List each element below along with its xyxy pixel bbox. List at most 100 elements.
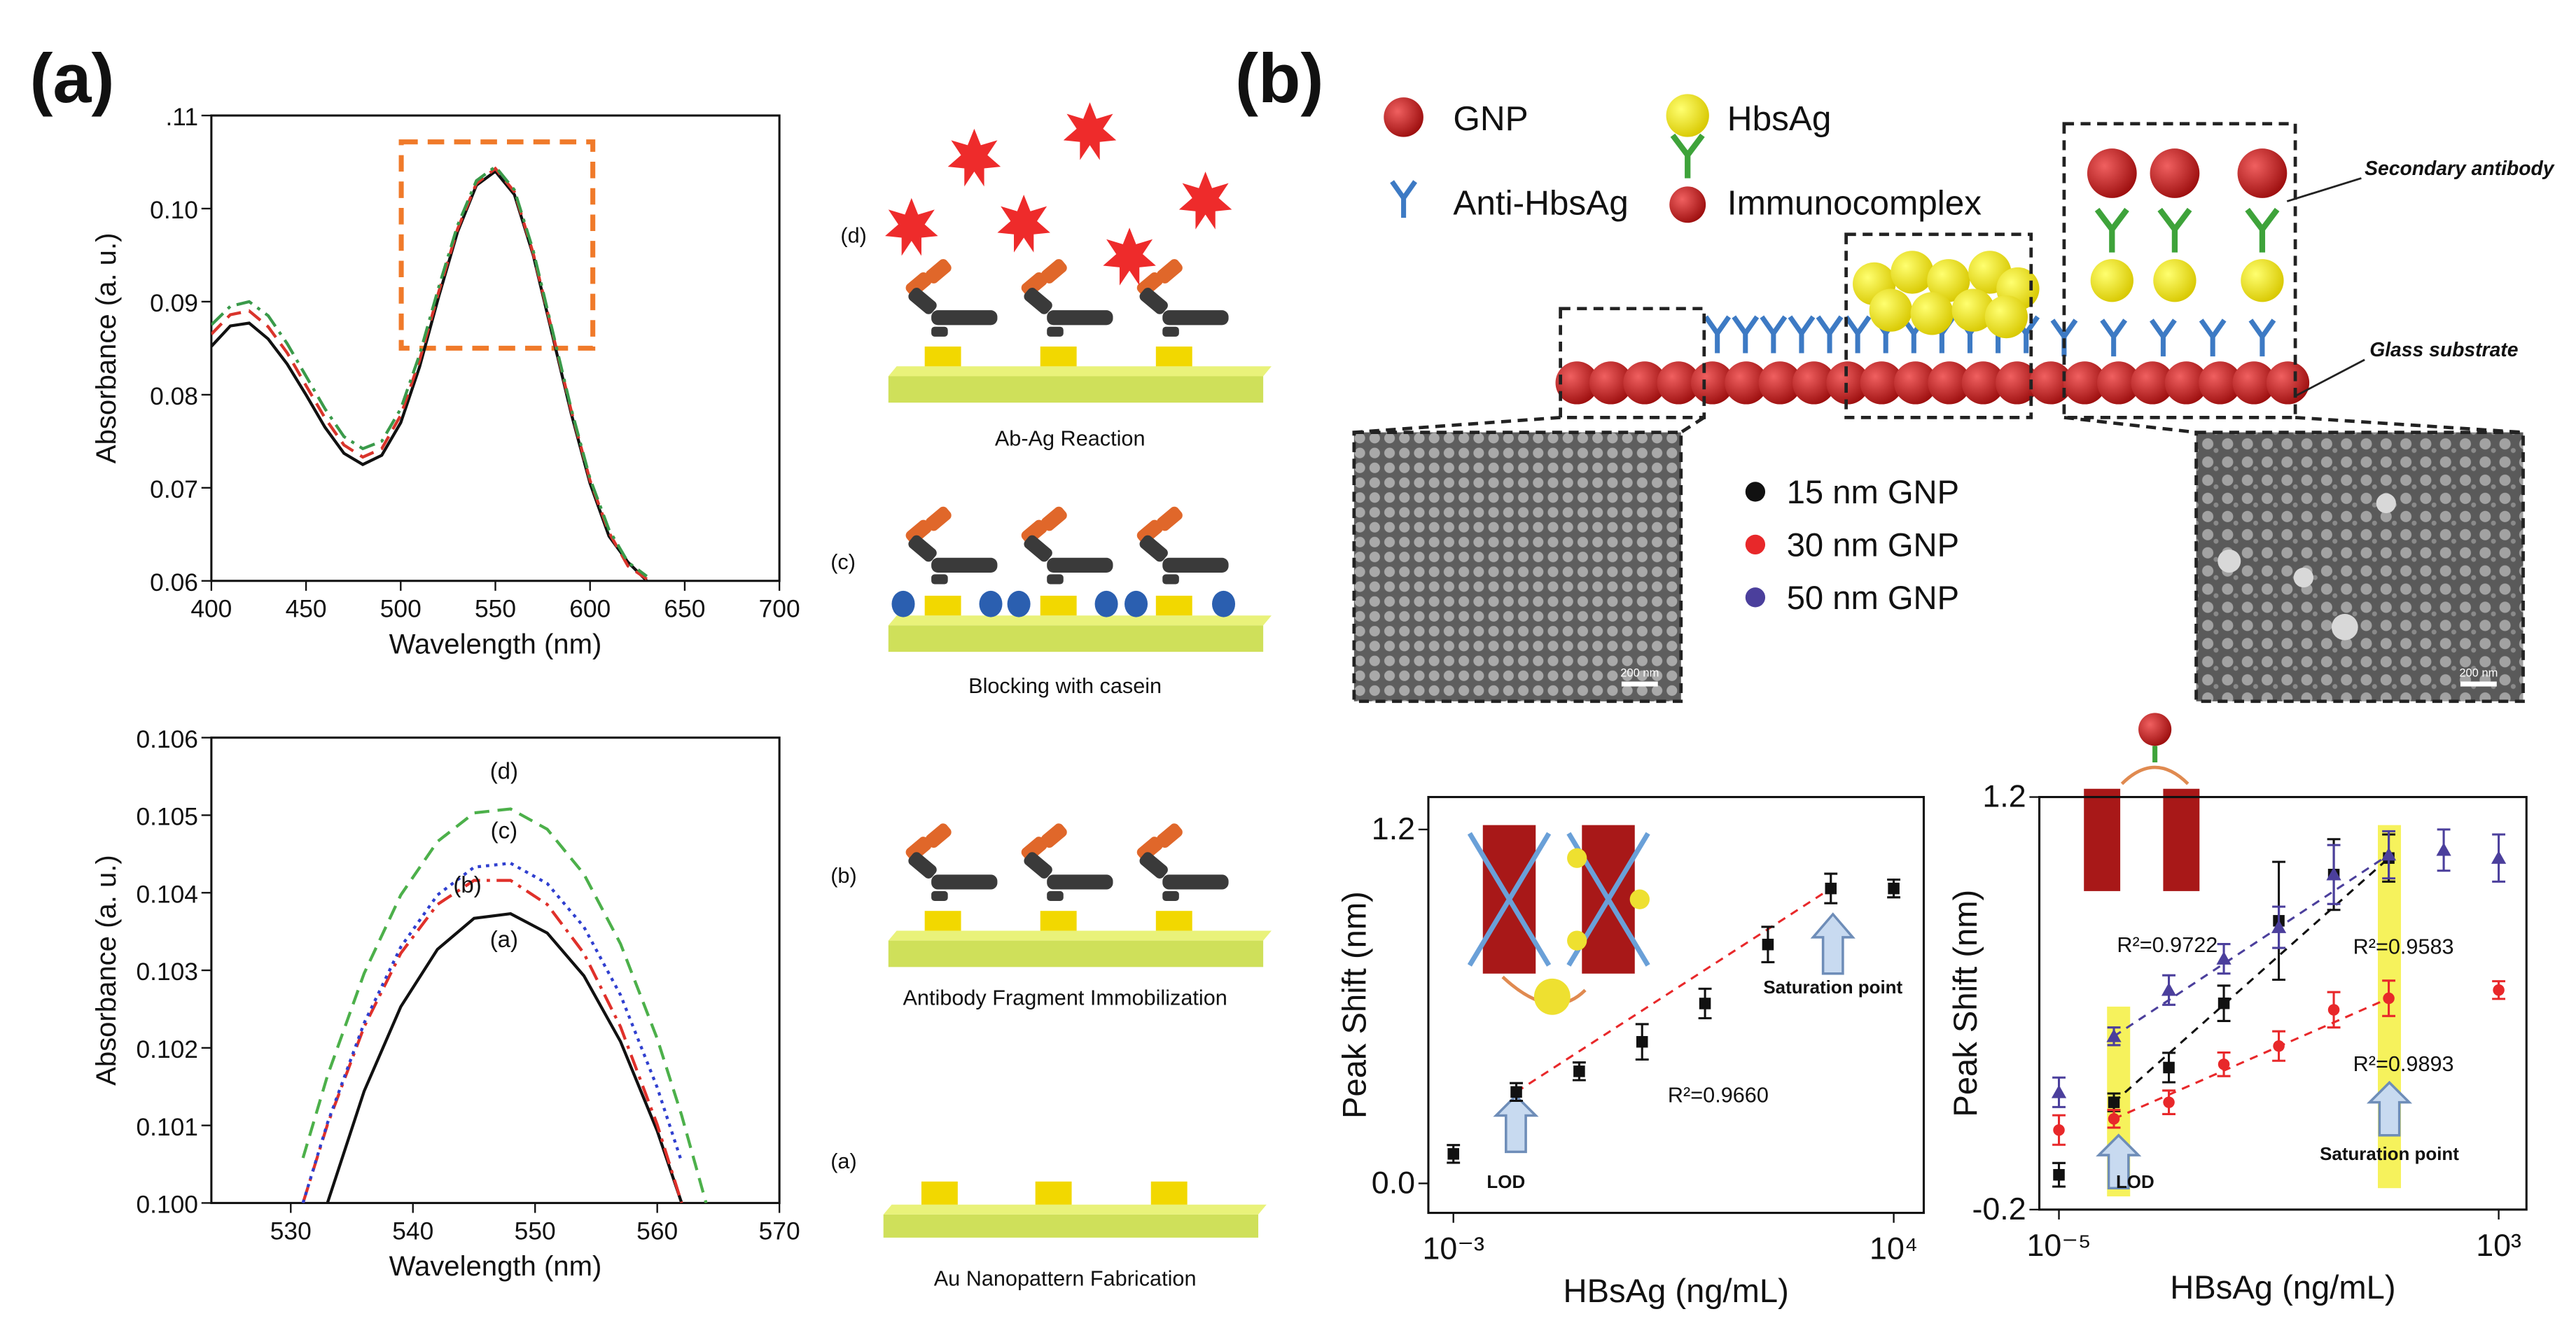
curve-label: (a) (490, 926, 518, 952)
connector (1353, 416, 2523, 434)
antibody (1818, 317, 1842, 354)
y-tick-label: 0.102 (136, 1036, 198, 1063)
diagram-label: Glass substrate (2369, 338, 2518, 361)
legend-text: 30 nm GNP (1787, 526, 1959, 563)
legend-text: 15 nm GNP (1787, 473, 1959, 510)
gnp (2063, 361, 2107, 405)
step-d (885, 102, 1272, 403)
line (301, 879, 683, 1203)
fit-line (2113, 853, 2390, 1037)
point (2163, 1061, 2175, 1074)
gnp (1928, 361, 1971, 405)
scale-bar (1621, 681, 1658, 687)
antibody-icon (1392, 181, 1415, 218)
y-tick-label: 0.07 (150, 476, 198, 503)
sem-image (2194, 431, 2525, 704)
diagram-label: Secondary antibody (2365, 157, 2555, 179)
y-axis-label: Peak Shift (nm) (1947, 890, 1984, 1117)
annotation: R²=0.9722 (2117, 933, 2218, 957)
y-tick-label: 0.10 (150, 197, 198, 224)
gnp (1623, 361, 1666, 405)
legend-text: Immunocomplex (1727, 183, 1982, 222)
line (211, 165, 648, 578)
series-group (211, 165, 648, 581)
x-axis-label: HBsAg (ng/mL) (2170, 1268, 2395, 1306)
point (2273, 1040, 2285, 1052)
curve-label: (d) (490, 758, 518, 784)
gnp (1860, 361, 1903, 405)
pointer (2295, 358, 2365, 397)
antibody (1734, 317, 1757, 354)
y-tick-label: 0.0 (1372, 1166, 1415, 1201)
series-group (301, 807, 708, 1203)
step-caption: Antibody Fragment Immobilization (903, 986, 1227, 1010)
point (1447, 1148, 1459, 1160)
x-tick-label: 10⁴ (1870, 1231, 1918, 1266)
point (2108, 1112, 2120, 1125)
x-tick-label: 500 (380, 596, 422, 623)
y-axis-label: Peak Shift (nm) (1335, 891, 1372, 1119)
legend-text: Anti-HbsAg (1453, 183, 1628, 222)
plot-frame (2038, 796, 2528, 1211)
gnp (2164, 361, 2208, 405)
y-tick-label: 1.2 (1982, 779, 2026, 814)
gnp (1657, 361, 1700, 405)
pointer (2286, 177, 2362, 202)
x-axis-label: Wavelength (nm) (389, 1251, 602, 1282)
gnp-layer (1555, 148, 2310, 405)
gnp (2150, 148, 2200, 198)
point (2326, 867, 2341, 881)
y-tick-label: .11 (165, 104, 198, 131)
step-letter: (d) (840, 224, 866, 248)
annotation: Saturation point (2320, 1145, 2459, 1164)
annotation: R²=0.9583 (2353, 935, 2454, 958)
sem-image (1352, 431, 1683, 704)
hbsag (1891, 251, 1934, 294)
gnp (1792, 361, 1836, 405)
x-tick-label: 550 (475, 596, 516, 623)
hbsag (1927, 259, 1970, 302)
point (1762, 938, 1774, 951)
gnp (2266, 361, 2310, 405)
curve-label: (b) (453, 872, 481, 897)
y-tick-label: 0.101 (136, 1114, 198, 1141)
point (2218, 997, 2230, 1009)
point (2108, 1096, 2120, 1108)
x-tick-label: 560 (636, 1217, 678, 1245)
complex-icon (1673, 135, 1702, 178)
point (2381, 847, 2397, 861)
step-caption: Ab-Ag Reaction (995, 426, 1146, 450)
line (301, 861, 683, 1203)
point (2218, 1058, 2230, 1070)
step-c (888, 504, 1272, 652)
scale-bar-label: 200 nm (2459, 666, 2498, 679)
annotation: R²=0.9893 (2353, 1052, 2454, 1076)
step-b (888, 821, 1272, 967)
x-tick-label: 600 (569, 596, 611, 623)
legend-text: HbsAg (1727, 99, 1832, 138)
point (2493, 984, 2505, 996)
point (1510, 1086, 1522, 1098)
x-tick-label: 550 (515, 1217, 556, 1245)
fit-line (1515, 887, 1832, 1093)
point (2327, 1004, 2340, 1016)
antibody (2152, 320, 2175, 356)
point (2053, 1124, 2065, 1136)
gnp (1996, 361, 2039, 405)
legend-swatch (1745, 482, 1766, 502)
legend-swatch (1745, 587, 1766, 608)
antibody (1790, 317, 1813, 354)
x-tick-label: 450 (286, 596, 327, 623)
gnp (2232, 361, 2276, 405)
annotation: R²=0.9660 (1668, 1084, 1769, 1107)
dash-box (1559, 307, 1706, 419)
y-axis-label: Absorbance (a. u.) (91, 233, 122, 464)
gnp (1555, 361, 1599, 405)
x-axis-label: HBsAg (ng/mL) (1564, 1272, 1789, 1309)
point (1825, 882, 1837, 895)
annotation: LOD (1487, 1173, 1525, 1192)
schematic: (d) Ab-Ag Reaction (c) Blocking with cas… (830, 102, 1272, 1290)
gnp (2237, 148, 2288, 198)
gnp (1725, 361, 1768, 405)
